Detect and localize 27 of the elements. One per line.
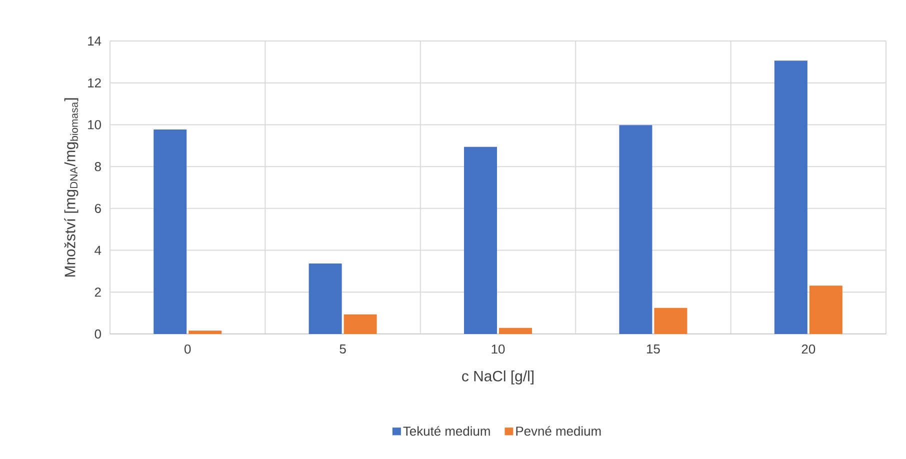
x-tick-label: 0 (184, 344, 191, 354)
bar (344, 314, 377, 334)
x-tick-label: 20 (802, 344, 816, 354)
x-tick-label: 15 (646, 344, 660, 354)
y-tick-label: 12 (88, 78, 101, 88)
bar (619, 125, 652, 334)
bar (499, 328, 532, 334)
x-axis-title: c NaCl [g/l] (462, 370, 534, 384)
y-tick-label: 14 (88, 36, 102, 46)
y-tick-label: 4 (94, 246, 102, 255)
legend-label: Tekuté medium (403, 426, 490, 436)
bar (154, 130, 187, 334)
y-tick-label: 6 (94, 204, 101, 214)
bar (809, 286, 842, 334)
bar (308, 263, 342, 334)
y-tick-label: 10 (88, 120, 101, 130)
y-axis-title: Množství [mg$_{DNA}$/mg$_{biomasa}$] (64, 98, 78, 277)
bar (464, 146, 498, 334)
bar (188, 330, 222, 334)
y-tick-label: 8 (94, 162, 101, 172)
x-tick-label: 5 (340, 344, 346, 354)
y-tick-label: 2 (94, 288, 101, 297)
x-tick-label: 10 (492, 344, 505, 354)
y-tick-label: 0 (94, 329, 101, 339)
bar (774, 60, 808, 334)
legend-label: Pevné medium (516, 426, 601, 436)
bar (654, 308, 688, 334)
